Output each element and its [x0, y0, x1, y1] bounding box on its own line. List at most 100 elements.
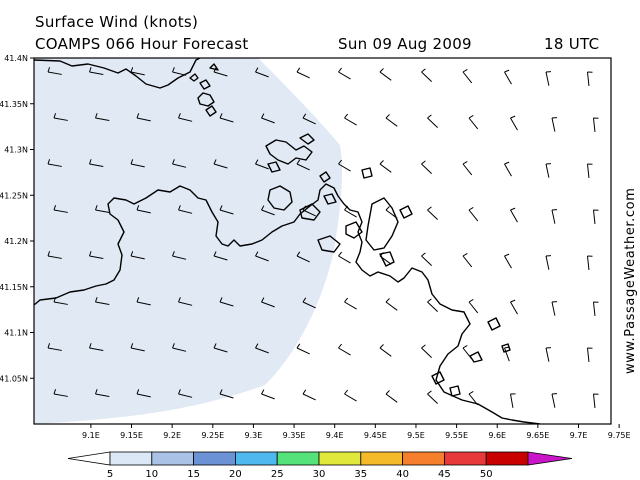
colorbar-label: 10	[145, 469, 158, 480]
wind-barb	[136, 113, 151, 122]
wind-barb	[47, 343, 62, 351]
colorbar-segment	[109, 451, 153, 466]
wind-barb	[510, 393, 516, 408]
colorbar-label: 25	[271, 469, 284, 480]
wind-barb	[302, 297, 316, 309]
light-wind-shaded-area	[34, 58, 343, 424]
wind-barb	[587, 347, 593, 362]
forecast-time: 18 UTC	[544, 35, 600, 53]
wind-barb	[296, 251, 310, 263]
coastline	[34, 58, 541, 424]
wind-barb	[178, 297, 193, 306]
wind-barb	[219, 297, 234, 307]
lon-tick-label: 9.15E	[120, 431, 143, 440]
lon-tick-label: 9.7E	[570, 431, 588, 440]
wind-barb	[462, 253, 473, 268]
wind-barb	[130, 343, 145, 352]
wind-barb	[593, 117, 599, 132]
wind-barb	[296, 159, 310, 171]
wind-barb	[379, 160, 392, 173]
wind-barb	[504, 253, 512, 269]
wind-barb	[219, 113, 234, 123]
wind-barb	[379, 344, 392, 357]
wind-barb	[178, 389, 193, 398]
colorbar-label: 20	[229, 469, 242, 480]
wind-barb	[551, 117, 558, 132]
lon-tick-label: 9.45E	[364, 431, 387, 440]
wind-barbs	[47, 67, 599, 408]
wind-barb	[261, 205, 275, 216]
wind-barb	[47, 67, 62, 75]
wind-barb	[47, 159, 62, 167]
wind-barb	[462, 69, 473, 84]
wind-barb	[462, 345, 473, 360]
colorbar-label: 15	[187, 469, 200, 480]
wind-barb	[130, 251, 145, 260]
wind-barb	[338, 159, 351, 172]
wind-barb	[551, 301, 558, 316]
wind-barb	[545, 347, 552, 362]
wind-barb	[427, 298, 438, 313]
forecast-date: Sun 09 Aug 2009	[338, 35, 472, 53]
lat-tick-label: 41.25N	[0, 191, 28, 200]
wind-barb	[468, 207, 479, 222]
colorbar-label: 45	[438, 469, 451, 480]
wind-barb	[219, 389, 234, 399]
lon-tick-label: 9.75E	[608, 431, 631, 440]
wind-barb	[587, 71, 593, 86]
wind-barb	[587, 255, 593, 270]
wind-barb	[255, 159, 269, 170]
wind-barb	[510, 207, 518, 223]
wind-barb	[385, 114, 398, 127]
colorbar-segment	[276, 451, 320, 466]
colorbar-segment	[443, 451, 487, 466]
lon-tick-label: 9.55E	[445, 431, 468, 440]
wind-barb	[178, 113, 193, 122]
sardinia-coast	[34, 183, 541, 424]
lat-tick-label: 41.3N	[4, 146, 28, 155]
wind-barb	[255, 67, 269, 78]
wind-barb	[504, 69, 512, 85]
lon-tick-label: 9.35E	[283, 431, 306, 440]
wind-barb	[421, 160, 432, 175]
wind-barb	[421, 68, 432, 83]
wind-barb	[261, 389, 275, 400]
colorbar-label: 50	[480, 469, 493, 480]
colorbar-segment	[193, 451, 236, 466]
wind-barb	[344, 389, 357, 402]
wind-barb	[385, 390, 398, 403]
wind-barb	[95, 297, 110, 306]
wind-barb	[504, 346, 510, 362]
wind-barb	[551, 209, 558, 224]
wind-barb	[593, 393, 599, 408]
wind-barb	[53, 113, 68, 121]
wind-barb	[213, 159, 228, 169]
colorbar-label: 35	[354, 469, 367, 480]
longitude-axis: 9.1E 9.15E 9.2E 9.25E 9.3E 9.35E 9.4E 9.45E 9.5E…	[82, 424, 631, 440]
wind-barb	[172, 67, 187, 76]
colorbar: 5 10 15 20 25 30 35 40 45 50	[67, 451, 573, 480]
wind-barb	[302, 205, 316, 217]
wind-barb	[344, 205, 357, 218]
wind-barb	[338, 251, 351, 264]
wind-barb	[136, 297, 151, 306]
wind-barb	[468, 391, 479, 406]
lat-tick-label: 41.15N	[0, 283, 28, 292]
colorbar-segment	[485, 451, 529, 466]
wind-barb	[136, 205, 151, 214]
lat-tick-label: 41.1N	[4, 329, 28, 338]
wind-barb	[593, 209, 599, 224]
model-forecast-label: COAMPS 066 Hour Forecast	[35, 35, 249, 53]
wind-barb	[53, 297, 68, 305]
wind-barb	[95, 389, 110, 398]
colorbar-label: 30	[313, 469, 326, 480]
wind-barb	[379, 68, 392, 81]
wind-barb	[510, 115, 518, 131]
colorbar-segment	[402, 451, 445, 466]
colorbar-low-arrow	[67, 451, 111, 466]
wind-barb	[427, 390, 438, 405]
wind-barb	[261, 297, 275, 308]
wind-barb	[95, 205, 110, 214]
wind-barb	[296, 343, 310, 355]
wind-barb	[545, 71, 552, 86]
